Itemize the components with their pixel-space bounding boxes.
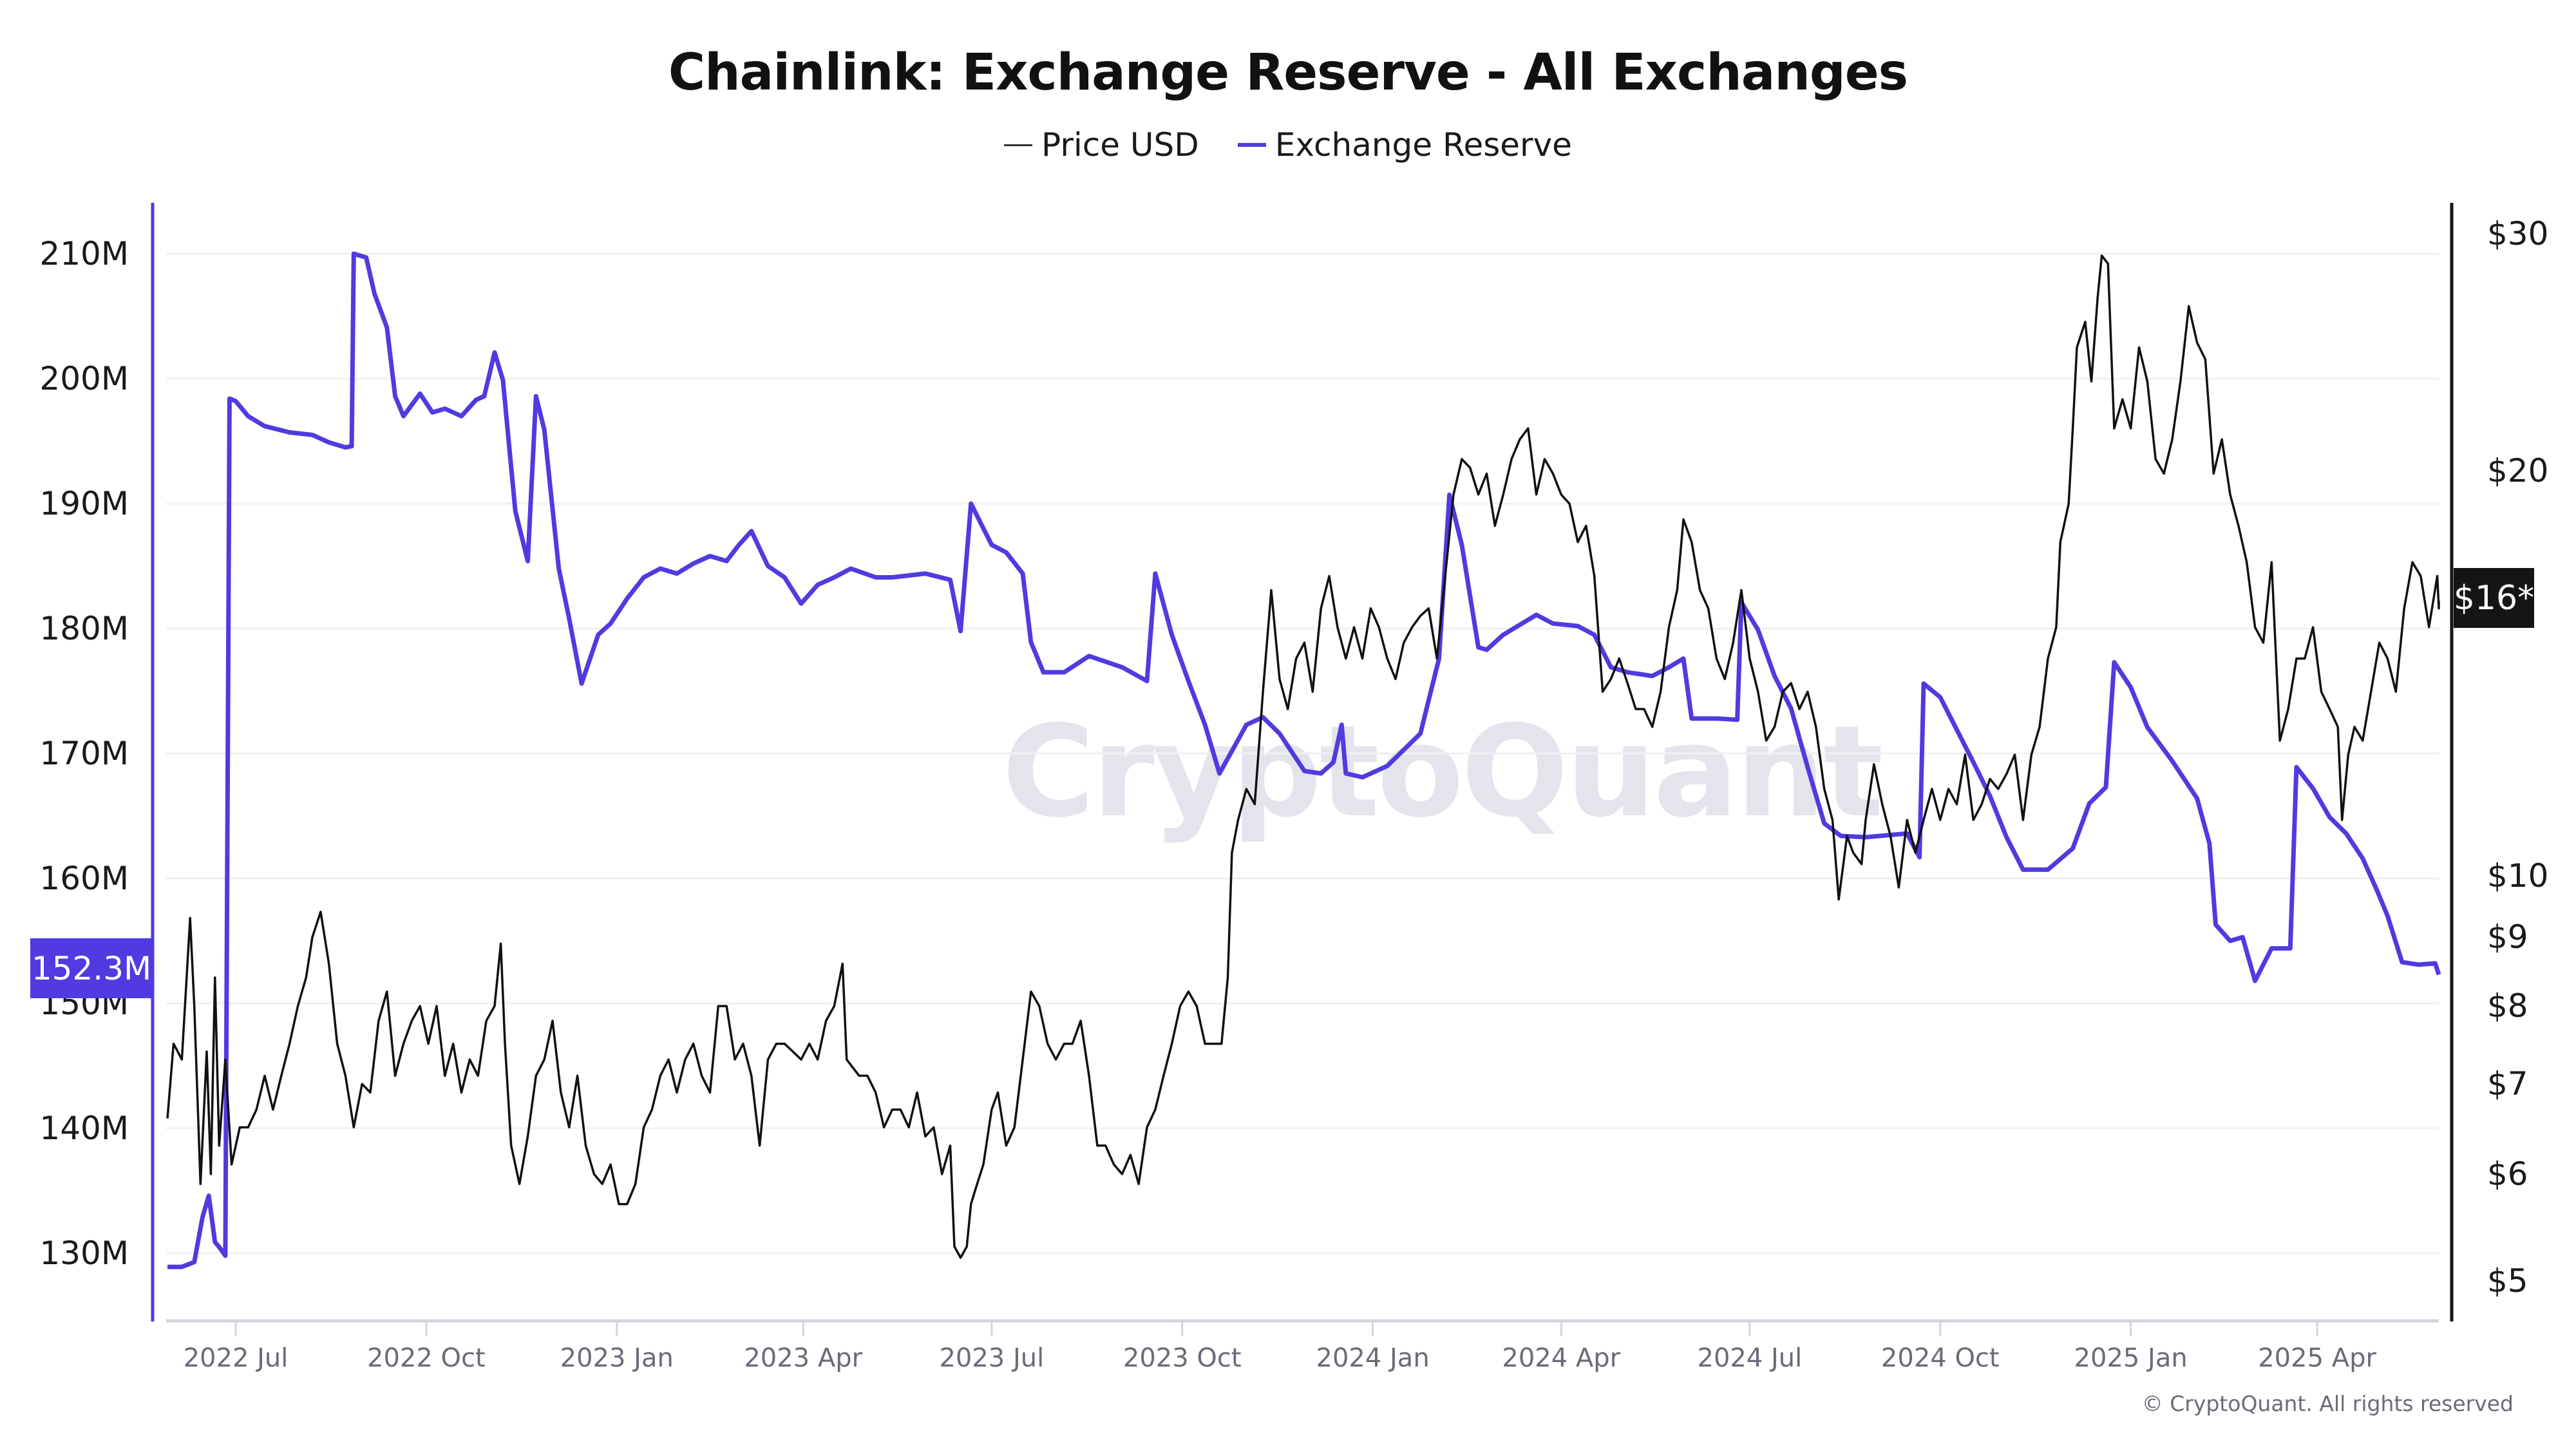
- gridlines: [166, 252, 2439, 1255]
- right-tick-label: $20: [2487, 451, 2549, 489]
- left-tick-label: 130M: [39, 1235, 129, 1272]
- left-tick-label: 180M: [39, 610, 129, 647]
- left-tick-label: 190M: [39, 485, 129, 522]
- x-tick-label: 2024 Oct: [1880, 1343, 2000, 1373]
- x-tick-label: 2023 Jan: [560, 1343, 674, 1373]
- left-tick-label: 140M: [39, 1110, 129, 1147]
- right-tick-label: $10: [2487, 857, 2549, 895]
- right-tick-label: $6: [2487, 1155, 2528, 1193]
- legend-swatch-price: [1004, 144, 1033, 146]
- series-group: [166, 251, 2441, 1269]
- reserve-current-value-badge: 152.3M: [30, 938, 153, 998]
- x-tick-label: 2023 Jul: [939, 1343, 1045, 1373]
- legend-item-reserve[interactable]: Exchange Reserve: [1237, 126, 1572, 164]
- legend-swatch-reserve: [1237, 143, 1266, 147]
- x-tick-label: 2024 Jul: [1697, 1343, 1803, 1373]
- right-tick-label: $9: [2487, 918, 2528, 956]
- chart-title: Chainlink: Exchange Reserve - All Exchan…: [668, 44, 1908, 102]
- x-tick-label: 2025 Apr: [2258, 1343, 2376, 1373]
- price-current-value-badge: $16*: [2454, 568, 2534, 628]
- right-tick-label: $5: [2487, 1262, 2528, 1300]
- x-tick-label: 2022 Jul: [183, 1343, 289, 1373]
- x-tick-label: 2024 Apr: [1502, 1343, 1621, 1373]
- legend: Price USD Exchange Reserve: [0, 126, 2576, 164]
- x-tick-label: 2025 Jan: [2074, 1343, 2188, 1373]
- legend-label-reserve: Exchange Reserve: [1274, 126, 1572, 164]
- left-tick-label: 200M: [39, 360, 129, 397]
- left-tick-label: 160M: [39, 860, 129, 897]
- x-tick-label: 2022 Oct: [367, 1343, 486, 1373]
- left-tick-label: 170M: [39, 735, 129, 772]
- x-tick-label: 2023 Apr: [744, 1343, 863, 1373]
- legend-label-price: Price USD: [1041, 126, 1199, 164]
- x-ticks: [234, 1322, 2318, 1336]
- legend-item-price[interactable]: Price USD: [1004, 126, 1199, 164]
- x-tick-label: 2023 Oct: [1122, 1343, 1242, 1373]
- x-tick-label: 2024 Jan: [1316, 1343, 1430, 1373]
- copyright: © CryptoQuant. All rights reserved: [2141, 1391, 2514, 1416]
- right-tick-label: $30: [2487, 215, 2549, 252]
- right-tick-label: $8: [2487, 987, 2528, 1025]
- series-line-exchange-reserve[interactable]: [167, 251, 2441, 1269]
- series-line-price-usd[interactable]: [166, 254, 2440, 1259]
- left-tick-label: 210M: [39, 235, 129, 272]
- right-tick-label: $7: [2487, 1065, 2528, 1103]
